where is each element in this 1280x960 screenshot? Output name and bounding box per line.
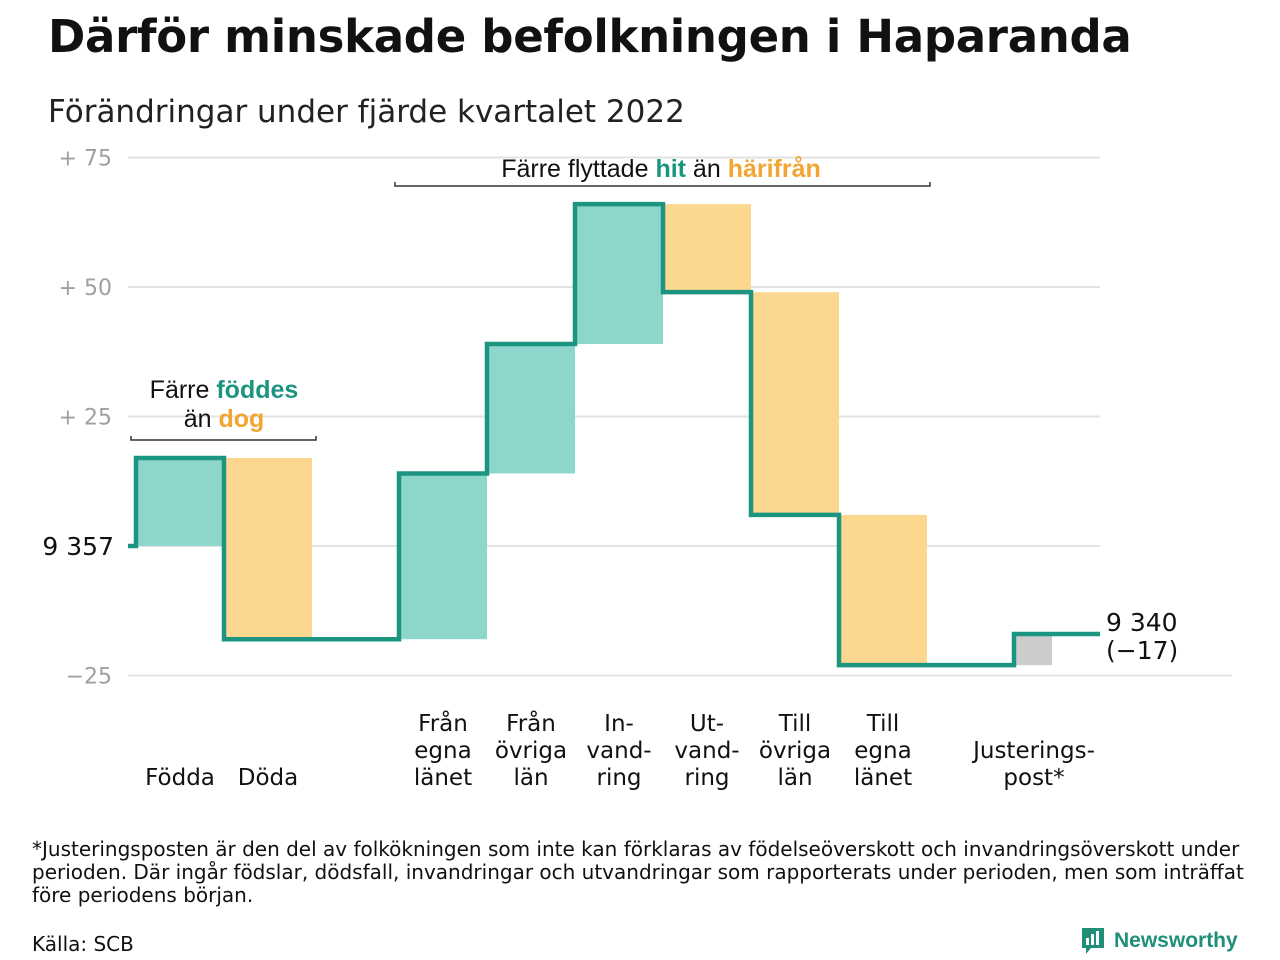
y-tick-label: + 25 (59, 406, 112, 431)
category-label: län (513, 765, 548, 791)
category-label: Från (506, 709, 556, 737)
y-tick-label: −25 (66, 665, 112, 690)
annotation-bracket (394, 182, 931, 187)
category-label: Födda (145, 765, 215, 791)
category-label: Till (778, 711, 812, 737)
cumulative-step-line (128, 201, 1100, 668)
source-label: Källa: SCB (32, 932, 134, 956)
waterfall-bar (1014, 634, 1052, 666)
brand-name: Newsworthy (1114, 929, 1238, 952)
category-label: länet (414, 765, 472, 791)
category-label: län (777, 765, 812, 791)
category-label: vand- (674, 738, 739, 764)
newsworthy-logo-icon (1082, 928, 1104, 954)
category-label: post* (1003, 765, 1064, 791)
waterfall-bar (663, 204, 751, 293)
category-label: ring (596, 765, 641, 791)
footnote: *Justeringsposten är den del av folkökni… (32, 837, 1244, 907)
waterfall-bar (751, 292, 839, 515)
waterfall-bar (136, 457, 224, 546)
category-label: länet (854, 765, 912, 791)
category-label: övriga (759, 738, 831, 764)
chart-subtitle: Förändringar under fjärde kvartalet 2022 (48, 94, 685, 130)
annotation-births-deaths: Färre föddes (150, 376, 299, 404)
waterfall-bar (839, 514, 927, 666)
waterfall-bar (575, 204, 663, 344)
category-label: ring (684, 765, 729, 791)
y-tick-label: + 75 (59, 147, 112, 172)
start-value-label: 9 357 (42, 532, 114, 561)
waterfall-bar (487, 343, 575, 474)
y-tick-label: + 50 (59, 276, 112, 301)
annotation-births-deaths: än dog (184, 405, 265, 433)
category-label: egna (854, 738, 911, 764)
annotation-migration: Färre flyttade hit än härifrån (501, 155, 821, 183)
category-label: In- (604, 711, 634, 737)
brand-logo: Newsworthy (1080, 926, 1238, 956)
category-label: vand- (586, 738, 651, 764)
category-label: Döda (238, 765, 298, 791)
end-value-label: (−17) (1106, 636, 1178, 665)
category-label: Justerings- (971, 738, 1095, 764)
annotation-bracket (130, 436, 317, 441)
category-label: Till (866, 711, 900, 737)
category-label: övriga (495, 738, 567, 764)
waterfall-bar (224, 457, 312, 640)
end-value-label: 9 340 (1106, 608, 1178, 637)
waterfall-chart: + 75 + 50 + 25 −25 9 357 9 340(−17) Födda Döda F… (42, 147, 1232, 791)
category-label: egna (414, 738, 471, 764)
category-label: Ut- (690, 711, 724, 737)
chart-title: Därför minskade befolkningen i Haparanda (48, 10, 1132, 63)
category-label: Från (418, 709, 468, 737)
waterfall-bar (399, 473, 487, 640)
